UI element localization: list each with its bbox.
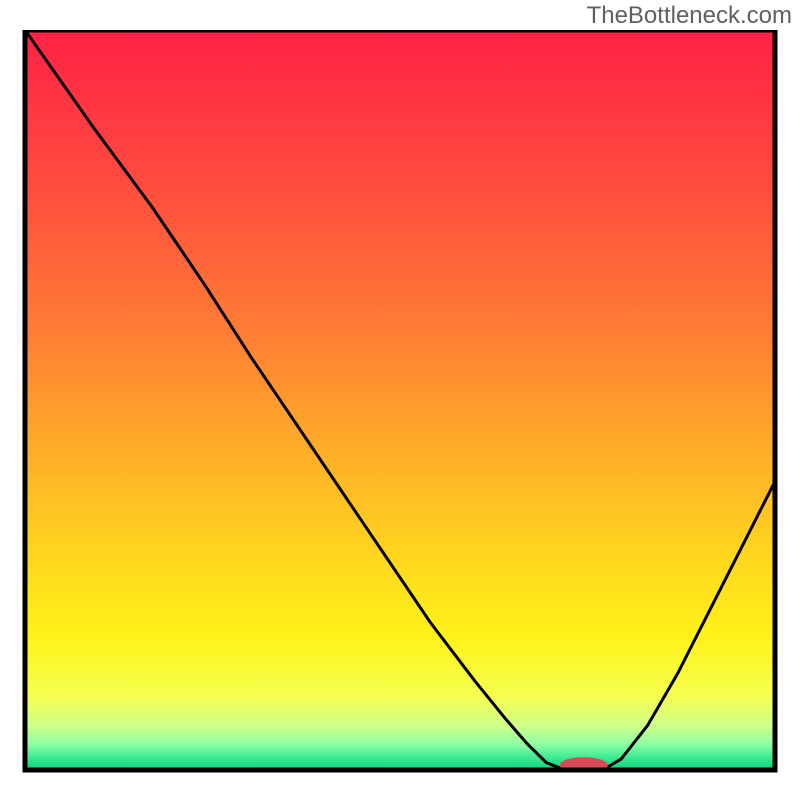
- plot-area: [0, 30, 800, 800]
- chart-frame: TheBottleneck.com: [0, 0, 800, 800]
- bottleneck-chart: [0, 30, 800, 800]
- gradient-background: [25, 30, 775, 770]
- watermark-text: TheBottleneck.com: [587, 2, 792, 30]
